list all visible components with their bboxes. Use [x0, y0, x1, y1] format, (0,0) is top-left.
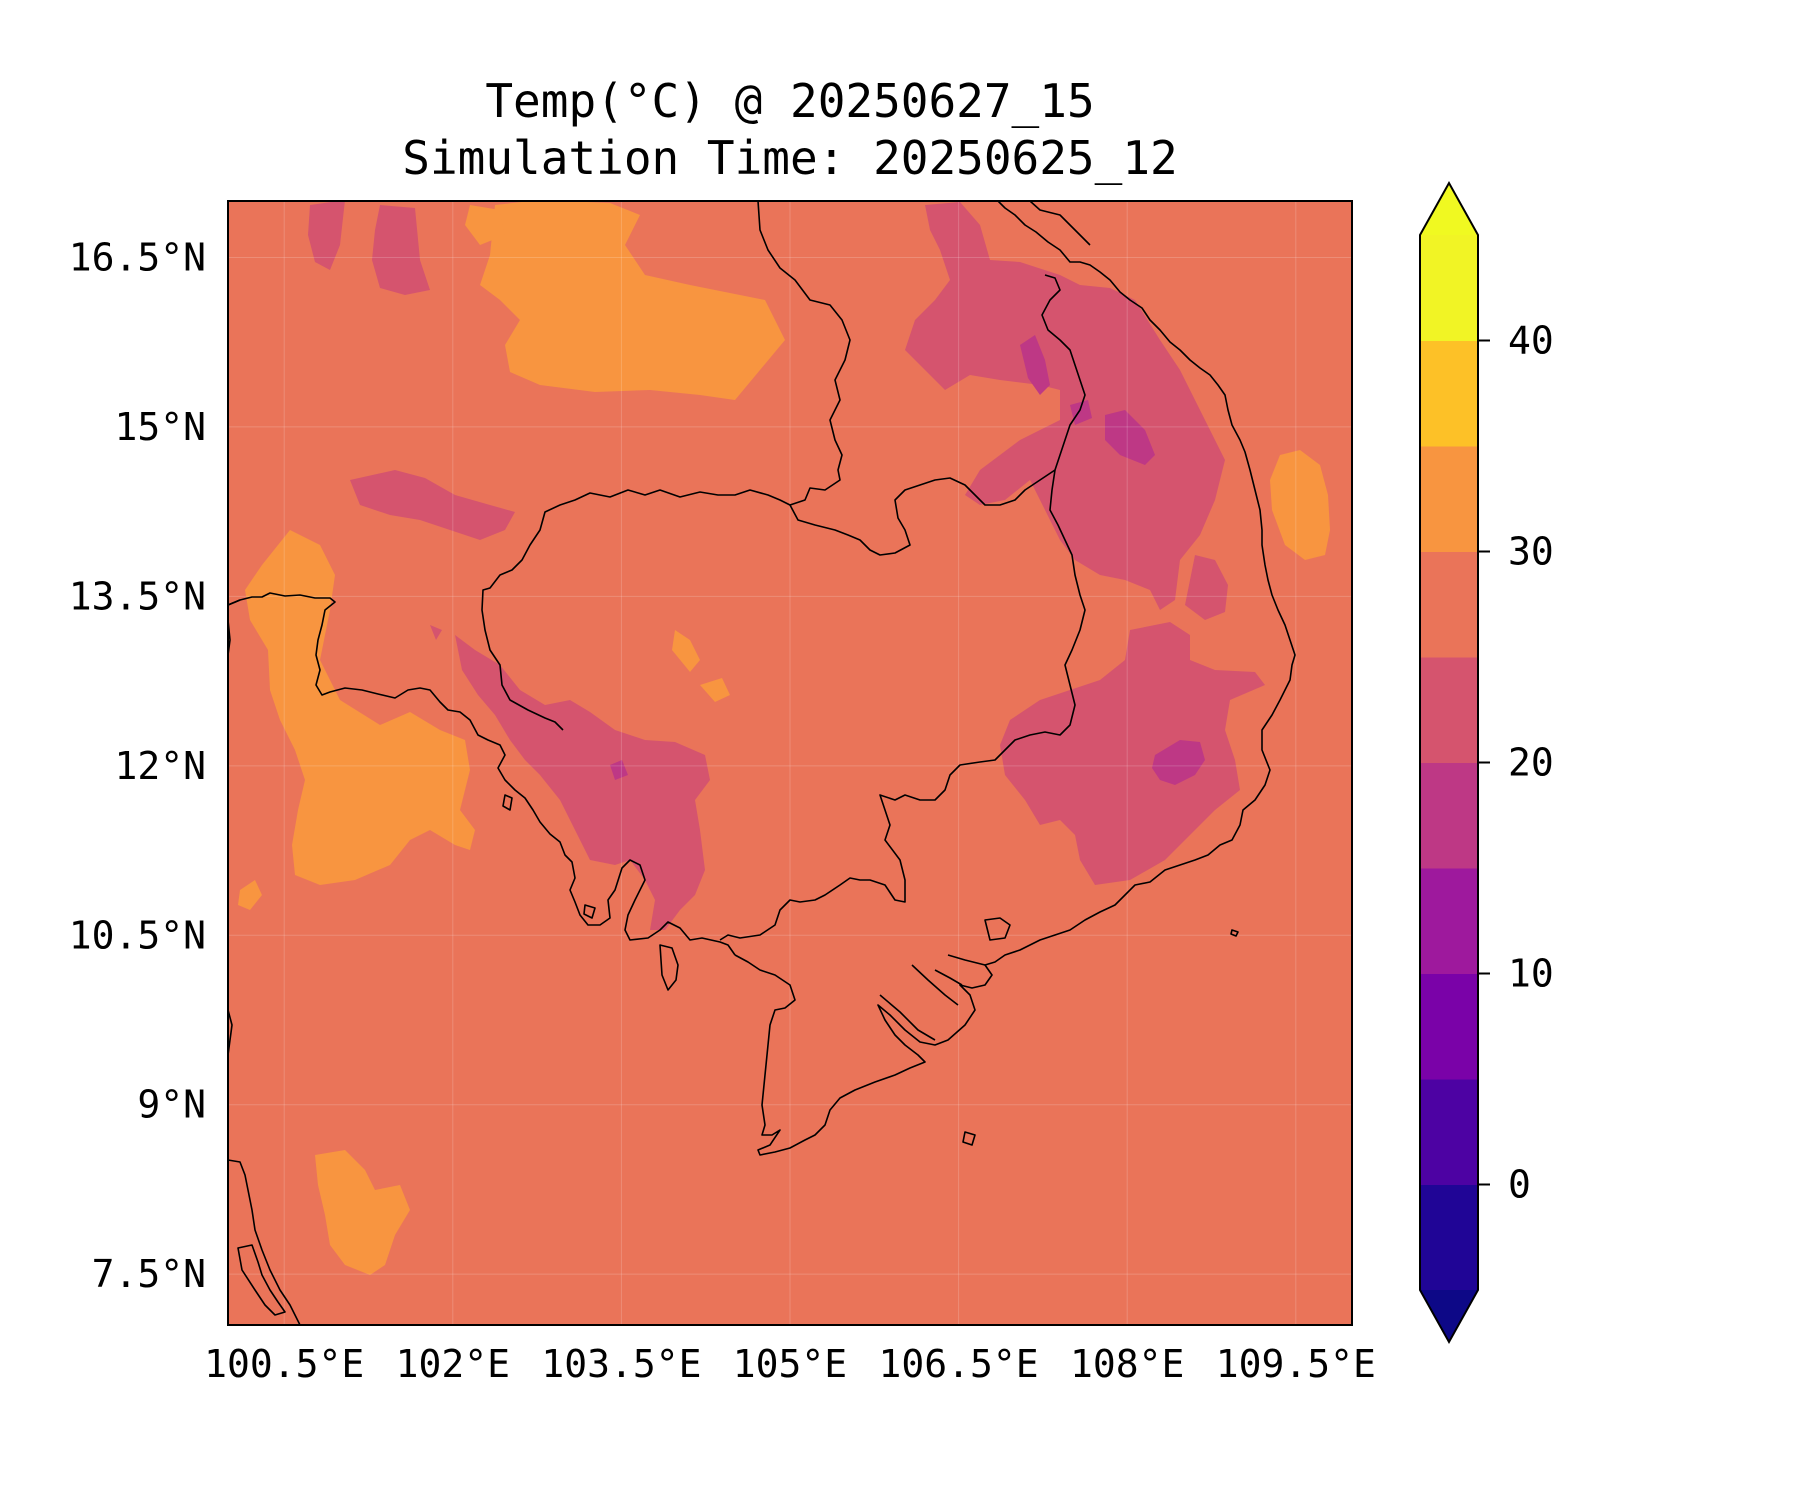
delta-channel-3	[934, 969, 963, 986]
warm-region-west-coast	[245, 530, 475, 885]
colorbar-tick-label: 10	[1508, 952, 1554, 996]
x-tick-label: 100.5°E	[204, 1342, 364, 1386]
coastline-malay-peninsula	[228, 1159, 301, 1325]
delta-channel-1	[879, 994, 936, 1041]
cool-region-west-band	[350, 470, 515, 540]
map-panel: 100.5°E 102°E 103.5°E 105°E 106.5°E 108°E 109.…	[69, 200, 1376, 1386]
colorbar: 0 10 20 30 40	[1419, 180, 1554, 1345]
x-axis: 100.5°E 102°E 103.5°E 105°E 106.5°E 108°E 109.…	[204, 1342, 1376, 1386]
cool-region-highlands-east-lobe	[1185, 555, 1228, 620]
delta-channel-2	[911, 964, 959, 1006]
y-tick-label: 10.5°N	[69, 913, 206, 957]
island-3	[502, 794, 513, 811]
colorbar-outline	[1419, 180, 1479, 1345]
cold-core-southwest	[610, 760, 628, 780]
island-5	[1230, 929, 1239, 937]
border-cambodia-vietnam	[719, 469, 1086, 941]
y-tick-label: 12°N	[114, 744, 206, 788]
colorbar-tick-label: 30	[1508, 530, 1554, 574]
map-frame	[227, 200, 1353, 1326]
colorbar-segment	[1420, 340, 1478, 447]
delta-channel-4	[947, 954, 986, 966]
cool-region-southwest-cambodia	[455, 635, 710, 930]
warm-region-central-small-2	[700, 678, 730, 702]
colorbar-segment	[1420, 446, 1478, 552]
warm-region-central-small	[672, 630, 700, 672]
colorbar-segment	[1420, 973, 1478, 1080]
colorbar-tick-label: 20	[1508, 741, 1554, 785]
island-4	[962, 1131, 976, 1146]
cool-region-highlands	[905, 202, 1225, 610]
temperature-contours	[238, 201, 1330, 1275]
x-tick-label: 106.5°E	[879, 1342, 1039, 1386]
coastline-northeast-inlet	[1029, 201, 1091, 246]
map-gridlines	[228, 201, 1352, 1325]
colorbar-segment	[1420, 551, 1478, 658]
colorbar-segment	[1420, 762, 1478, 869]
y-tick-label: 9°N	[137, 1083, 206, 1127]
cool-region-southeast	[1000, 622, 1265, 885]
colorbar-tick-label: 40	[1508, 319, 1554, 363]
cool-region-west-small	[430, 625, 442, 640]
cold-core-southeast	[1152, 740, 1205, 785]
island-2	[583, 904, 596, 919]
cold-core-east-small	[1070, 400, 1092, 425]
y-tick-label: 13.5°N	[69, 574, 206, 618]
warm-region-northwest-patch	[465, 205, 505, 245]
coastline-delta	[734, 201, 1296, 1156]
island-6	[984, 917, 1011, 941]
warm-region-west-small	[238, 880, 262, 910]
island-1	[659, 944, 679, 991]
colorbar-under-arrow	[1420, 1290, 1478, 1342]
x-tick-label: 109.5°E	[1216, 1342, 1376, 1386]
border-laos-thailand	[481, 201, 851, 731]
border-cambodia-laos-vietnam	[789, 274, 1086, 556]
y-tick-label: 7.5°N	[92, 1252, 206, 1296]
colorbar-segment	[1420, 657, 1478, 763]
warm-region-northwest	[480, 201, 785, 400]
colorbar-segment	[1420, 868, 1478, 974]
x-tick-label: 102°E	[396, 1342, 510, 1386]
cool-region-northwest-strip-1	[308, 201, 345, 270]
y-tick-label: 15°N	[114, 405, 206, 449]
cool-region-northwest-strip-2	[372, 205, 430, 295]
coastline-west	[228, 592, 736, 956]
coastlines-and-borders	[228, 201, 1296, 1325]
cold-core-east	[1105, 410, 1155, 465]
figure-title-line2: Simulation Time: 20250625_12	[402, 131, 1177, 185]
coastline-malay-island	[237, 1244, 286, 1316]
colorbar-segment	[1420, 1184, 1478, 1291]
warm-region-east-offshore	[1270, 450, 1330, 560]
colorbar-segment	[1420, 235, 1478, 341]
cold-core-north	[1020, 335, 1050, 395]
x-tick-label: 105°E	[733, 1342, 847, 1386]
colorbar-over-arrow	[1420, 183, 1478, 235]
warm-region-southwest	[315, 1150, 410, 1275]
x-tick-label: 103.5°E	[541, 1342, 701, 1386]
x-tick-label: 108°E	[1070, 1342, 1184, 1386]
figure-title-line1: Temp(°C) @ 20250627_15	[485, 74, 1094, 128]
colorbar-tick-label: 0	[1508, 1163, 1531, 1207]
colorbar-segment	[1420, 1079, 1478, 1185]
y-axis: 16.5°N 15°N 13.5°N 12°N 10.5°N 9°N 7.5°N	[69, 235, 206, 1296]
y-tick-label: 16.5°N	[69, 235, 206, 279]
